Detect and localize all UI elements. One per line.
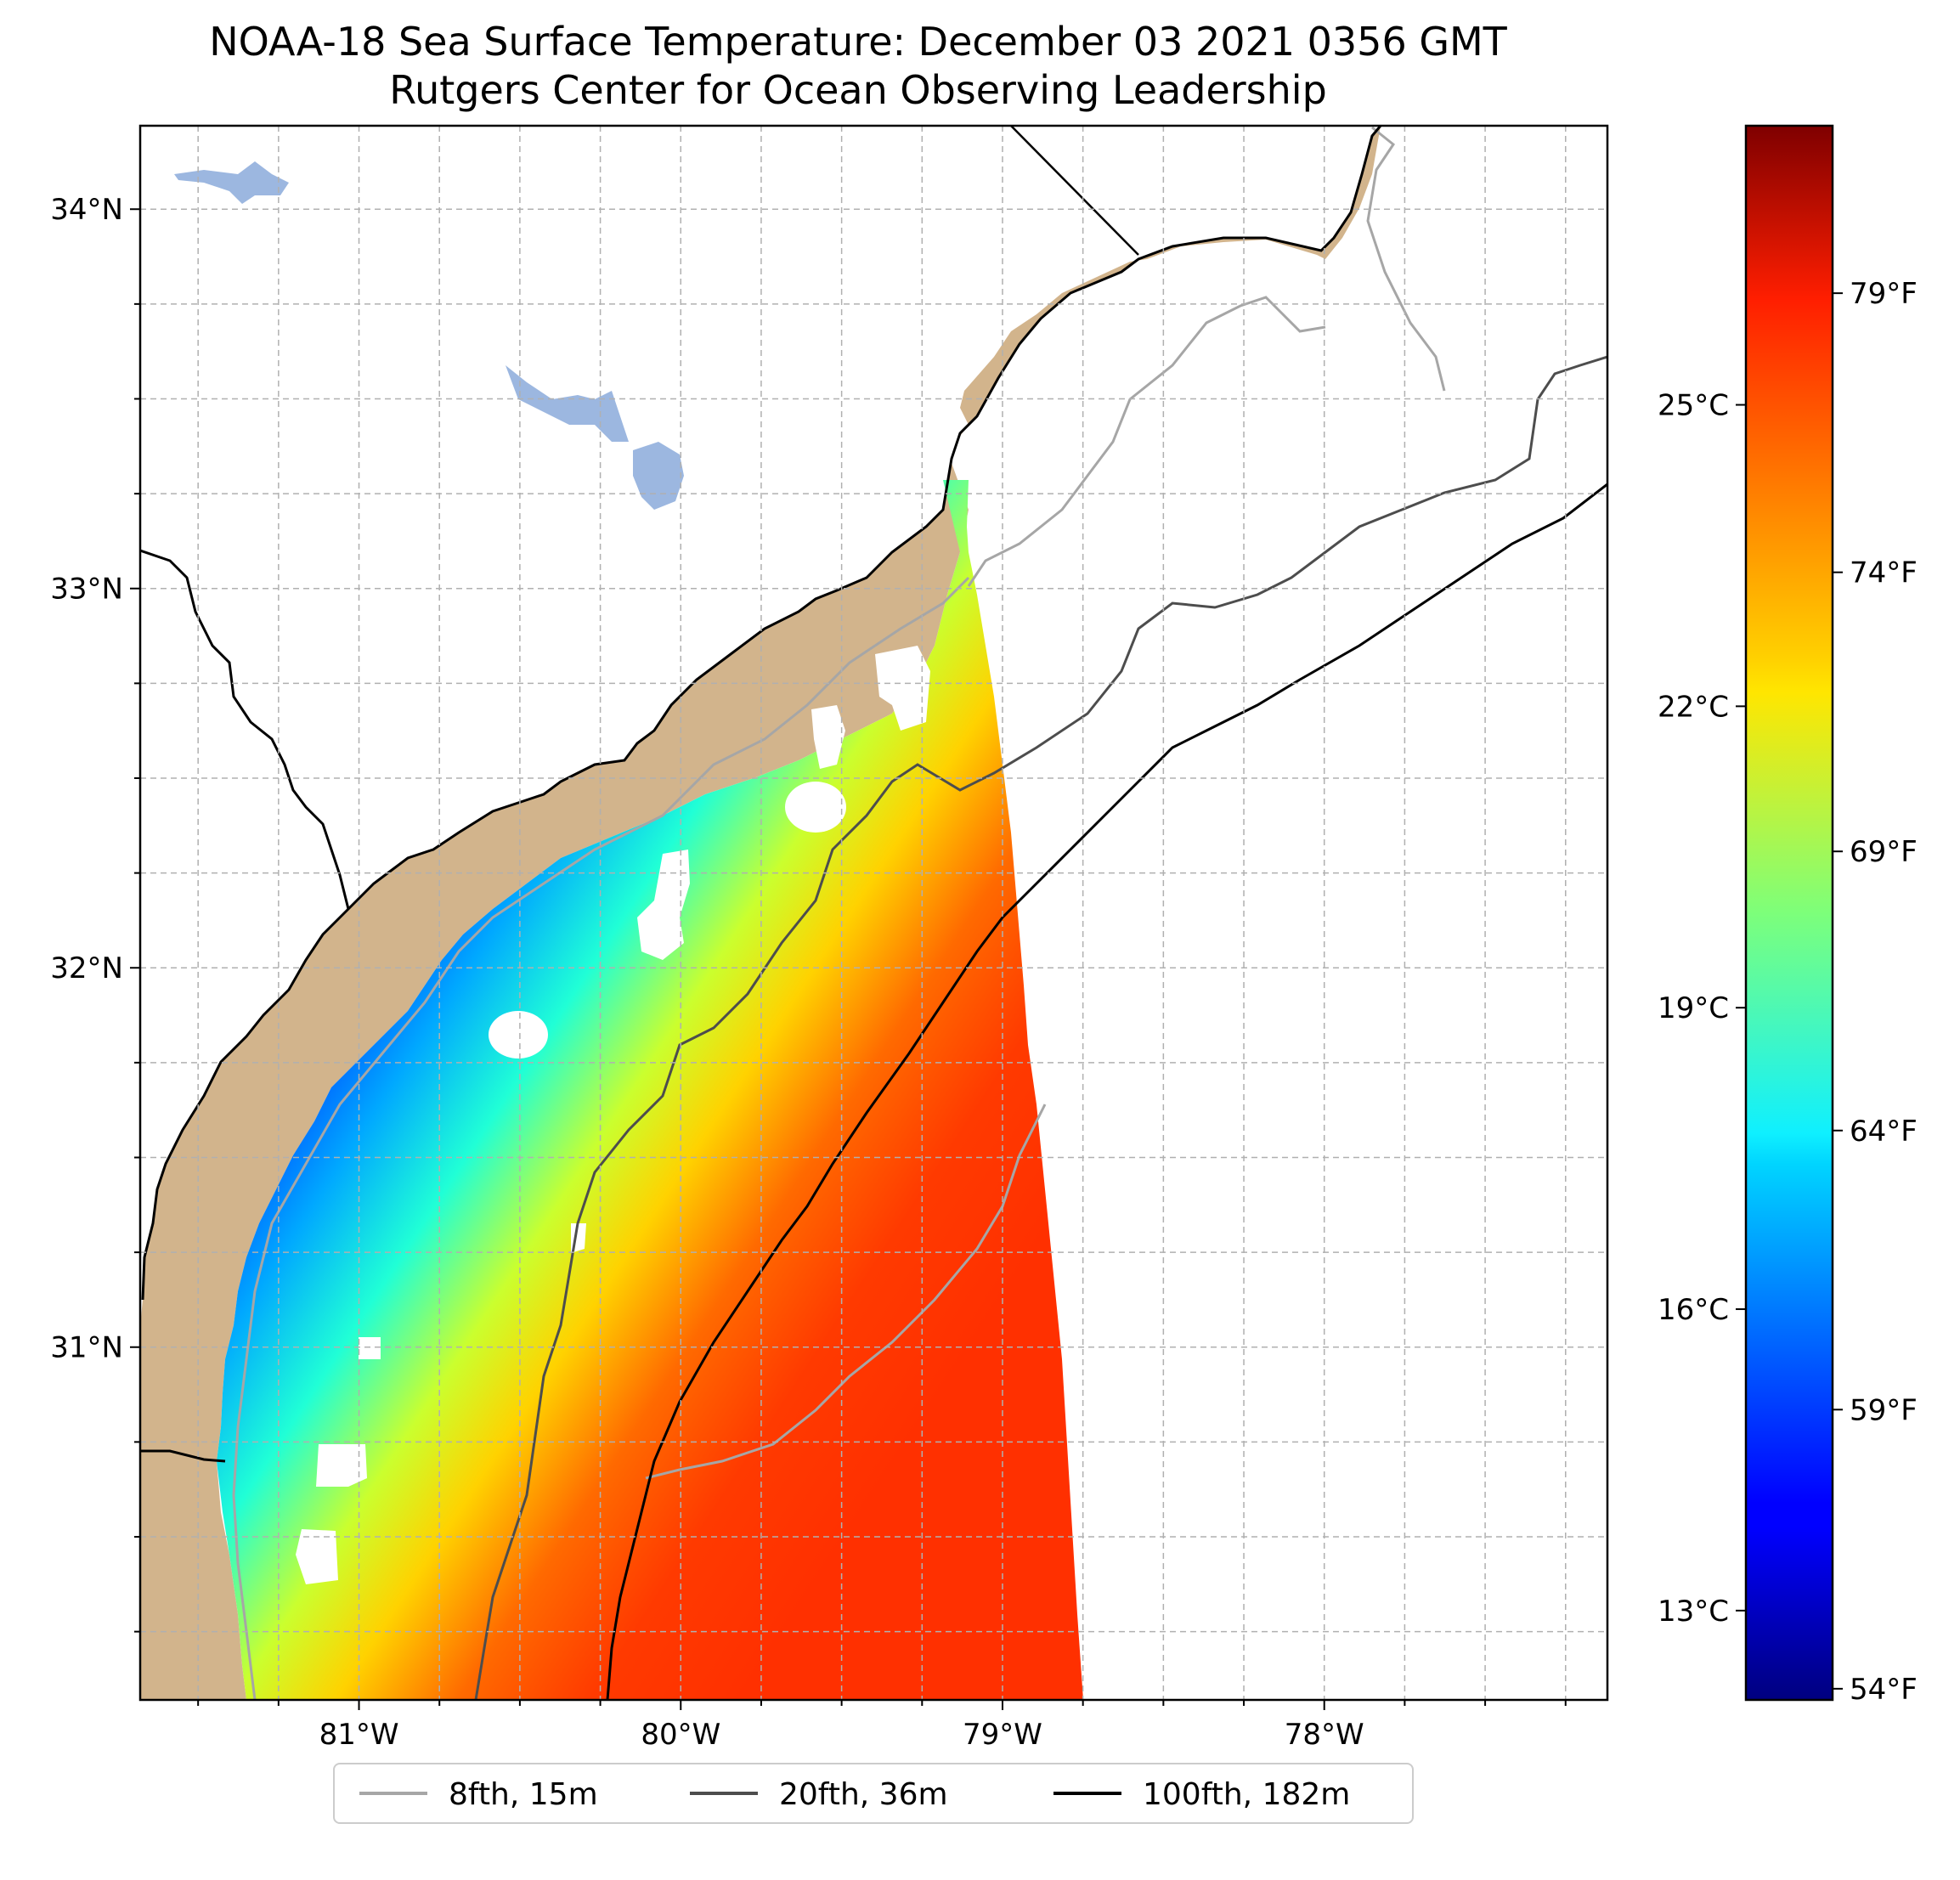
lake-moultrie xyxy=(506,365,629,442)
map-frame xyxy=(138,124,1609,1702)
colorbar-celsius-ticks: 25°C 22°C 19°C 16°C 13°C xyxy=(1658,389,1746,1629)
title-line-1: NOAA-18 Sea Surface Temperature: Decembe… xyxy=(209,19,1507,65)
land-area xyxy=(140,126,1381,1700)
y-tick-label: 31°N xyxy=(50,1331,123,1365)
legend-label: 20fth, 36m xyxy=(779,1777,948,1812)
colorbar-celsius-label: 22°C xyxy=(1658,690,1729,724)
colorbar-celsius-label: 16°C xyxy=(1658,1293,1729,1327)
sst-swath xyxy=(217,480,1083,1700)
x-tick-label: 79°W xyxy=(963,1718,1042,1752)
no-data-patches xyxy=(296,646,930,1584)
x-tick-label: 81°W xyxy=(319,1718,399,1752)
y-tick-label: 32°N xyxy=(50,951,123,985)
legend-label: 8fth, 15m xyxy=(449,1777,598,1812)
map-panel: 81°W 80°W 79°W 78°W 34°N 33°N 32°N 31°N xyxy=(50,124,1609,1752)
legend-label: 100fth, 182m xyxy=(1143,1777,1350,1812)
isobath-20fth xyxy=(474,355,1607,1700)
state-border-north xyxy=(1010,126,1139,256)
colorbar-fahrenheit-label: 64°F xyxy=(1850,1115,1918,1149)
gridlines xyxy=(140,126,1607,1700)
state-border xyxy=(140,549,350,910)
state-border-south xyxy=(140,1449,226,1463)
y-tick-label: 34°N xyxy=(50,193,123,227)
colorbar-celsius-label: 19°C xyxy=(1658,991,1729,1025)
colorbar-fahrenheit-label: 59°F xyxy=(1850,1393,1918,1427)
colorbar-fahrenheit-ticks: 79°F 74°F 69°F 64°F 59°F 54°F xyxy=(1833,277,1918,1707)
legend-box xyxy=(333,1763,1414,1824)
colorbar-celsius-label: 25°C xyxy=(1658,389,1729,423)
coastline xyxy=(141,126,1382,1301)
colorbar: 25°C 22°C 19°C 16°C 13°C 79°F 74°F 69°F 64°F 59°… xyxy=(1658,124,1918,1707)
lake-3 xyxy=(633,442,684,510)
colorbar-fahrenheit-label: 69°F xyxy=(1850,835,1918,869)
isobath-100fth xyxy=(606,483,1607,1700)
colorbar-fahrenheit-label: 79°F xyxy=(1850,277,1918,311)
colorbar-fahrenheit-label: 74°F xyxy=(1850,556,1918,590)
colorbar-gradient xyxy=(1746,126,1833,1700)
colorbar-fahrenheit-label: 54°F xyxy=(1850,1673,1918,1707)
isobath-8fth xyxy=(645,126,1446,1480)
colorbar-celsius-label: 13°C xyxy=(1658,1595,1729,1629)
lake-marion xyxy=(174,161,289,204)
colorbar-frame xyxy=(1744,124,1834,1702)
x-tick-label: 80°W xyxy=(641,1718,720,1752)
title-line-2: Rutgers Center for Ocean Observing Leade… xyxy=(389,67,1327,113)
x-axis: 81°W 80°W 79°W 78°W xyxy=(197,1700,1567,1752)
y-axis: 34°N 33°N 32°N 31°N xyxy=(50,193,140,1633)
y-tick-label: 33°N xyxy=(50,573,123,607)
x-tick-label: 78°W xyxy=(1285,1718,1364,1752)
isobath-8fth-shelf xyxy=(232,296,1326,1700)
legend: 8fth, 15m 20fth, 36m 100fth, 182m xyxy=(333,1763,1414,1824)
